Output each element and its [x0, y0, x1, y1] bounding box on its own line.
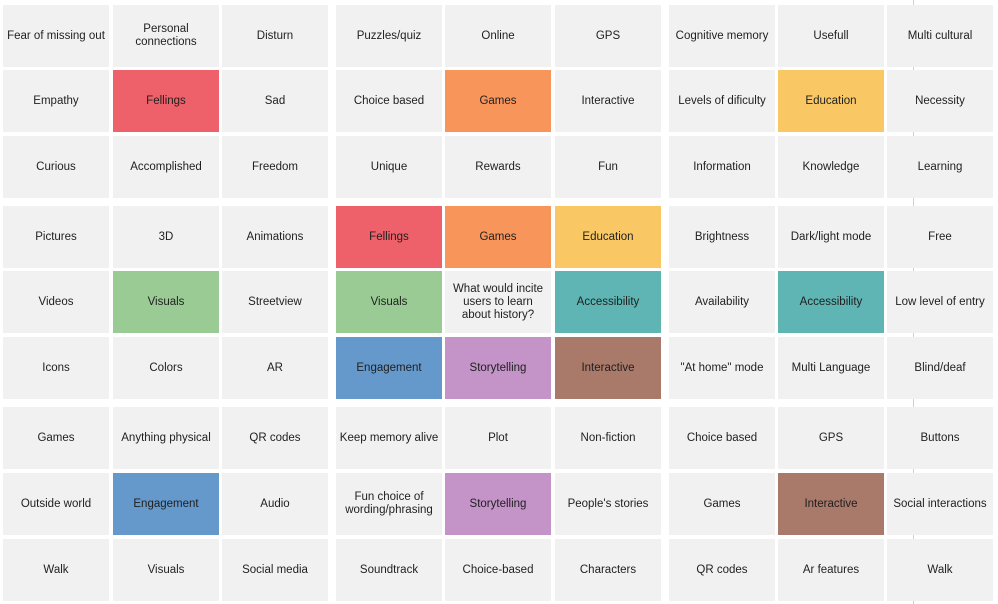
sticky-note-walk[interactable]: Walk: [887, 539, 993, 601]
sticky-note-education[interactable]: Education: [555, 206, 661, 268]
sticky-note-what-would-incite-users-to-learn-about-history[interactable]: What would incite users to learn about h…: [445, 271, 551, 333]
sticky-note-games[interactable]: Games: [3, 407, 109, 469]
sticky-note-non-fiction[interactable]: Non-fiction: [555, 407, 661, 469]
sticky-note-knowledge[interactable]: Knowledge: [778, 136, 884, 198]
sticky-note-availability[interactable]: Availability: [669, 271, 775, 333]
sticky-note-engagement[interactable]: Engagement: [113, 473, 219, 535]
sticky-note-engagement[interactable]: Engagement: [336, 337, 442, 399]
sticky-note-games[interactable]: Games: [669, 473, 775, 535]
sticky-note-visuals[interactable]: Visuals: [113, 271, 219, 333]
sticky-note-at-home-mode[interactable]: "At home" mode: [669, 337, 775, 399]
sticky-note-characters[interactable]: Characters: [555, 539, 661, 601]
sticky-note-qr-codes[interactable]: QR codes: [222, 407, 328, 469]
sticky-note-choice-based[interactable]: Choice-based: [445, 539, 551, 601]
sticky-note-brightness[interactable]: Brightness: [669, 206, 775, 268]
sticky-note-fellings[interactable]: Fellings: [113, 70, 219, 132]
sticky-note-interactive[interactable]: Interactive: [555, 337, 661, 399]
sticky-note-curious[interactable]: Curious: [3, 136, 109, 198]
sticky-note-multi-language[interactable]: Multi Language: [778, 337, 884, 399]
sticky-note-pictures[interactable]: Pictures: [3, 206, 109, 268]
sticky-note-education[interactable]: Education: [778, 70, 884, 132]
sticky-note-games[interactable]: Games: [445, 206, 551, 268]
sticky-note-usefull[interactable]: Usefull: [778, 5, 884, 67]
sticky-note-fun-choice-of-wording-phrasing[interactable]: Fun choice of wording/phrasing: [336, 473, 442, 535]
sticky-note-puzzles-quiz[interactable]: Puzzles/quiz: [336, 5, 442, 67]
sticky-note-low-level-of-entry[interactable]: Low level of entry: [887, 271, 993, 333]
sticky-note-visuals[interactable]: Visuals: [336, 271, 442, 333]
sticky-note-fun[interactable]: Fun: [555, 136, 661, 198]
sticky-note-cognitive-memory[interactable]: Cognitive memory: [669, 5, 775, 67]
sticky-note-gps[interactable]: GPS: [778, 407, 884, 469]
sticky-note-soundtrack[interactable]: Soundtrack: [336, 539, 442, 601]
sticky-note-disturn[interactable]: Disturn: [222, 5, 328, 67]
sticky-note-storytelling[interactable]: Storytelling: [445, 473, 551, 535]
sticky-note-gps[interactable]: GPS: [555, 5, 661, 67]
sticky-note-choice-based[interactable]: Choice based: [336, 70, 442, 132]
sticky-note-people-s-stories[interactable]: People's stories: [555, 473, 661, 535]
sticky-note-free[interactable]: Free: [887, 206, 993, 268]
sticky-note-necessity[interactable]: Necessity: [887, 70, 993, 132]
sticky-note-plot[interactable]: Plot: [445, 407, 551, 469]
sticky-note-accomplished[interactable]: Accomplished: [113, 136, 219, 198]
sticky-note-interactive[interactable]: Interactive: [778, 473, 884, 535]
sticky-note-multi-cultural[interactable]: Multi cultural: [887, 5, 993, 67]
sticky-note-empathy[interactable]: Empathy: [3, 70, 109, 132]
sticky-note-qr-codes[interactable]: QR codes: [669, 539, 775, 601]
sticky-note-learning[interactable]: Learning: [887, 136, 993, 198]
sticky-note-levels-of-dificulty[interactable]: Levels of dificulty: [669, 70, 775, 132]
sticky-note-social-interactions[interactable]: Social interactions: [887, 473, 993, 535]
sticky-note-choice-based[interactable]: Choice based: [669, 407, 775, 469]
sticky-note-animations[interactable]: Animations: [222, 206, 328, 268]
sticky-note-rewards[interactable]: Rewards: [445, 136, 551, 198]
sticky-note-icons[interactable]: Icons: [3, 337, 109, 399]
sticky-note-dark-light-mode[interactable]: Dark/light mode: [778, 206, 884, 268]
sticky-note-unique[interactable]: Unique: [336, 136, 442, 198]
sticky-note-personal-connections[interactable]: Personal connections: [113, 5, 219, 67]
sticky-note-accessibility[interactable]: Accessibility: [555, 271, 661, 333]
sticky-note-videos[interactable]: Videos: [3, 271, 109, 333]
sticky-note-ar-features[interactable]: Ar features: [778, 539, 884, 601]
sticky-note-games[interactable]: Games: [445, 70, 551, 132]
sticky-note-keep-memory-alive[interactable]: Keep memory alive: [336, 407, 442, 469]
sticky-note-storytelling[interactable]: Storytelling: [445, 337, 551, 399]
sticky-note-blind-deaf[interactable]: Blind/deaf: [887, 337, 993, 399]
sticky-note-anything-physical[interactable]: Anything physical: [113, 407, 219, 469]
sticky-note-3d[interactable]: 3D: [113, 206, 219, 268]
sticky-note-visuals[interactable]: Visuals: [113, 539, 219, 601]
sticky-note-streetview[interactable]: Streetview: [222, 271, 328, 333]
sticky-note-information[interactable]: Information: [669, 136, 775, 198]
sticky-note-buttons[interactable]: Buttons: [887, 407, 993, 469]
sticky-note-outside-world[interactable]: Outside world: [3, 473, 109, 535]
sticky-note-fear-of-missing-out[interactable]: Fear of missing out: [3, 5, 109, 67]
sticky-note-social-media[interactable]: Social media: [222, 539, 328, 601]
sticky-note-sad[interactable]: Sad: [222, 70, 328, 132]
sticky-note-fellings[interactable]: Fellings: [336, 206, 442, 268]
sticky-note-colors[interactable]: Colors: [113, 337, 219, 399]
sticky-note-accessibility[interactable]: Accessibility: [778, 271, 884, 333]
sticky-note-freedom[interactable]: Freedom: [222, 136, 328, 198]
sticky-note-audio[interactable]: Audio: [222, 473, 328, 535]
sticky-note-ar[interactable]: AR: [222, 337, 328, 399]
sticky-note-online[interactable]: Online: [445, 5, 551, 67]
sticky-note-walk[interactable]: Walk: [3, 539, 109, 601]
sticky-note-interactive[interactable]: Interactive: [555, 70, 661, 132]
